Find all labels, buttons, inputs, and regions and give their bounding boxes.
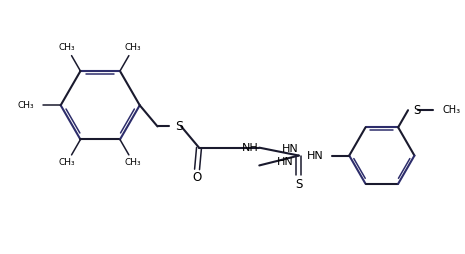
Text: O: O — [193, 171, 202, 184]
Text: HN: HN — [277, 157, 294, 167]
Text: CH₃: CH₃ — [17, 101, 34, 110]
Text: CH₃: CH₃ — [443, 105, 461, 115]
Text: CH₃: CH₃ — [59, 158, 75, 167]
Text: NH: NH — [241, 143, 258, 153]
Text: HN: HN — [307, 151, 324, 161]
Text: HN: HN — [282, 144, 299, 154]
Text: S: S — [413, 104, 420, 117]
Text: CH₃: CH₃ — [125, 158, 142, 167]
Text: CH₃: CH₃ — [125, 43, 142, 52]
Text: S: S — [175, 120, 183, 133]
Text: CH₃: CH₃ — [59, 43, 75, 52]
Text: S: S — [295, 178, 303, 191]
